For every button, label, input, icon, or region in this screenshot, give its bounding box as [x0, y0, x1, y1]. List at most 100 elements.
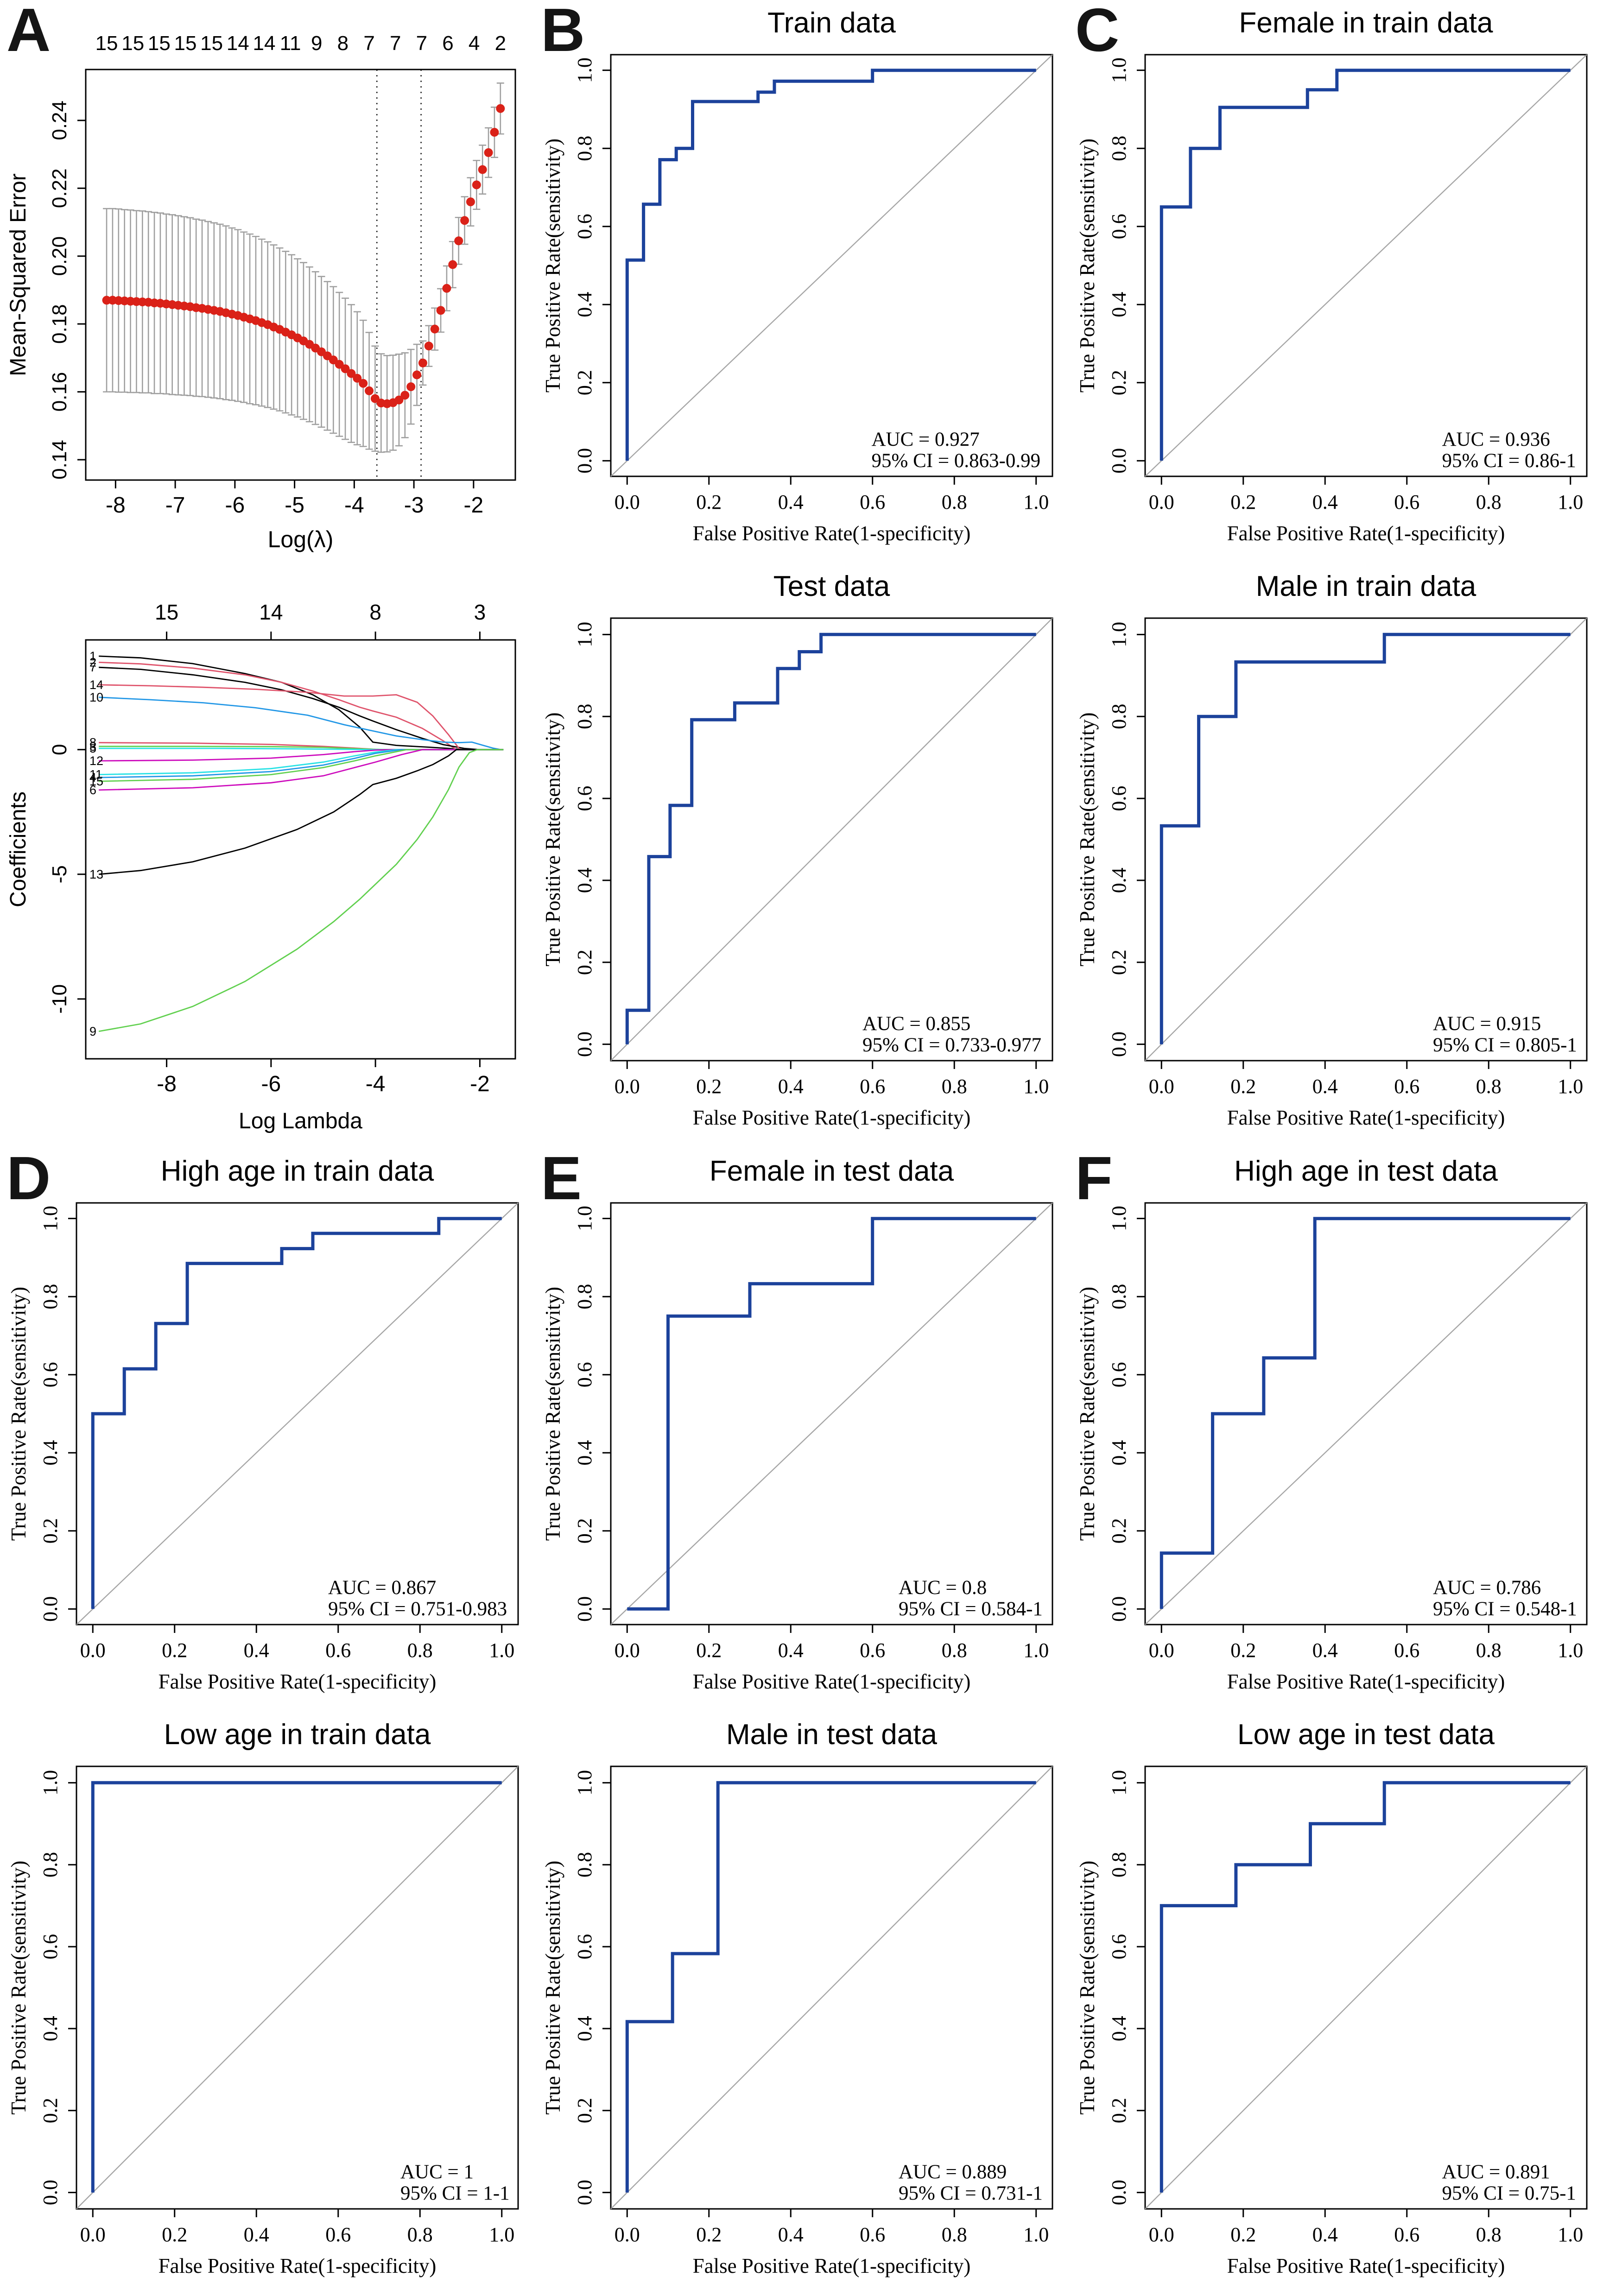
- panel-f-chart-roc-high-age-test: 0.0 0.2 0.4 0.6 0.8 1.0 0.0 0.2 0.4 0.6 0.8 1.0 High…: [1069, 1148, 1603, 1712]
- panel-letter-c: C: [1075, 0, 1120, 64]
- svg-text:Test data: Test data: [773, 570, 890, 602]
- svg-text:11: 11: [280, 32, 301, 55]
- panel-c-chart-roc-male-train: 0.0 0.2 0.4 0.6 0.8 1.0 0.0 0.2 0.4 0.6 0.8 1.0 Male…: [1069, 563, 1603, 1148]
- svg-text:4: 4: [89, 771, 96, 784]
- svg-text:1.0: 1.0: [1558, 2223, 1583, 2246]
- svg-text:0.0: 0.0: [39, 1596, 62, 1622]
- svg-text:1.0: 1.0: [39, 1770, 62, 1796]
- svg-text:0.4: 0.4: [778, 491, 804, 513]
- panel-e-chart-roc-female-test: 0.0 0.2 0.4 0.6 0.8 1.0 0.0 0.2 0.4 0.6 0.8 1.0 Fema…: [534, 1148, 1069, 1712]
- svg-text:95% CI = 1-1: 95% CI = 1-1: [400, 2182, 510, 2204]
- svg-text:-6: -6: [225, 493, 245, 518]
- svg-text:0.8: 0.8: [1108, 704, 1130, 729]
- svg-text:0.4: 0.4: [778, 1075, 804, 1098]
- roc-chart-male-in-train-data: 0.0 0.2 0.4 0.6 0.8 1.0 0.0 0.2 0.4 0.6 0.8 1.0 Male…: [1076, 570, 1588, 1129]
- svg-text:0.0: 0.0: [573, 2180, 596, 2205]
- svg-text:15: 15: [174, 32, 197, 55]
- svg-text:0.6: 0.6: [39, 1362, 62, 1387]
- svg-text:15: 15: [89, 774, 103, 788]
- svg-text:-4: -4: [344, 493, 364, 518]
- svg-text:1.0: 1.0: [1023, 1639, 1049, 1662]
- panel-b-chart-roc-test: 0.0 0.2 0.4 0.6 0.8 1.0 0.0 0.2 0.4 0.6 0.8 1.0 Test…: [534, 563, 1069, 1148]
- svg-text:0.4: 0.4: [573, 1440, 596, 1466]
- svg-text:True Positive Rate(sensitivity: True Positive Rate(sensitivity): [541, 1287, 564, 1541]
- panel-c: C 0.0 0.2 0.4 0.6 0.8 1.0 0.0 0.2 0.4 0.6 0.8 1.0 Fe…: [1069, 0, 1603, 1148]
- svg-text:-5: -5: [48, 865, 71, 883]
- svg-text:False Positive Rate(1-specific: False Positive Rate(1-specificity): [1227, 1106, 1505, 1129]
- svg-text:1.0: 1.0: [573, 57, 596, 83]
- svg-text:4: 4: [469, 32, 480, 55]
- svg-text:5: 5: [89, 741, 96, 755]
- svg-text:0.8: 0.8: [573, 1284, 596, 1309]
- svg-text:-4: -4: [366, 1072, 386, 1096]
- svg-text:0.8: 0.8: [39, 1852, 62, 1878]
- svg-text:0.4: 0.4: [573, 292, 596, 317]
- panel-letter-d: D: [6, 1144, 51, 1212]
- svg-text:0.2: 0.2: [696, 491, 722, 513]
- svg-text:False Positive Rate(1-specific: False Positive Rate(1-specificity): [693, 2254, 971, 2277]
- svg-text:95% CI = 0.75-1: 95% CI = 0.75-1: [1442, 2182, 1576, 2204]
- svg-text:7: 7: [89, 660, 96, 674]
- svg-text:0.0: 0.0: [1149, 1639, 1174, 1662]
- panel-b-chart-roc-train: 0.0 0.2 0.4 0.6 0.8 1.0 0.0 0.2 0.4 0.6 0.8 1.0 Trai…: [534, 0, 1069, 563]
- svg-text:0.0: 0.0: [1108, 1031, 1130, 1057]
- svg-text:0.4: 0.4: [1312, 491, 1338, 513]
- svg-text:12: 12: [89, 754, 103, 768]
- svg-text:False Positive Rate(1-specific: False Positive Rate(1-specificity): [693, 1106, 971, 1129]
- svg-text:0.4: 0.4: [1312, 2223, 1338, 2246]
- svg-text:0.2: 0.2: [162, 1639, 187, 1662]
- svg-text:0.22: 0.22: [48, 168, 71, 208]
- svg-text:0.0: 0.0: [80, 2223, 106, 2246]
- svg-text:0.4: 0.4: [1108, 867, 1130, 893]
- svg-text:-8: -8: [106, 493, 126, 518]
- svg-text:0.0: 0.0: [1108, 2180, 1130, 2205]
- svg-text:0.0: 0.0: [1108, 448, 1130, 474]
- svg-text:0.0: 0.0: [615, 1639, 640, 1662]
- svg-text:1.0: 1.0: [1558, 1075, 1583, 1098]
- svg-text:0.0: 0.0: [1149, 1075, 1174, 1098]
- svg-text:0.6: 0.6: [1394, 491, 1419, 513]
- svg-text:0.2: 0.2: [573, 949, 596, 975]
- svg-text:1.0: 1.0: [489, 2223, 514, 2246]
- svg-text:7: 7: [390, 32, 401, 55]
- svg-text:High age in train data: High age in train data: [161, 1155, 434, 1187]
- svg-text:95% CI = 0.733-0.977: 95% CI = 0.733-0.977: [862, 1034, 1041, 1056]
- svg-text:11: 11: [89, 768, 102, 782]
- svg-text:0.4: 0.4: [244, 1639, 269, 1662]
- svg-text:0.4: 0.4: [1108, 292, 1130, 317]
- svg-text:3: 3: [474, 600, 486, 624]
- svg-text:0.6: 0.6: [573, 1934, 596, 1960]
- svg-text:95% CI = 0.584-1: 95% CI = 0.584-1: [899, 1598, 1043, 1620]
- svg-text:15: 15: [95, 32, 118, 55]
- svg-text:0.6: 0.6: [1108, 214, 1130, 239]
- svg-text:1.0: 1.0: [1108, 1206, 1130, 1231]
- svg-text:0.8: 0.8: [573, 1852, 596, 1878]
- roc-chart-train-data: 0.0 0.2 0.4 0.6 0.8 1.0 0.0 0.2 0.4 0.6 0.8 1.0 Trai…: [541, 7, 1053, 545]
- svg-text:0.2: 0.2: [1108, 949, 1130, 975]
- panel-a-chart-cv-mse: -8 -7 -6 -5 -4 -3 -2 0.14 0.16 0.18 0.20 0.22 0.24 Lo…: [0, 0, 534, 563]
- svg-text:0.8: 0.8: [1108, 136, 1130, 161]
- svg-text:0.24: 0.24: [48, 101, 71, 140]
- svg-text:1.0: 1.0: [1108, 622, 1130, 647]
- svg-text:8: 8: [337, 32, 348, 55]
- svg-text:15: 15: [121, 32, 144, 55]
- svg-text:0.2: 0.2: [1108, 370, 1130, 395]
- svg-text:14: 14: [259, 600, 283, 624]
- svg-text:0.6: 0.6: [1394, 1075, 1419, 1098]
- svg-text:-6: -6: [261, 1072, 281, 1096]
- panel-d-chart-roc-low-age-train: 0.0 0.2 0.4 0.6 0.8 1.0 0.0 0.2 0.4 0.6 0.8 1.0 Low …: [0, 1712, 534, 2296]
- svg-text:0.2: 0.2: [1230, 2223, 1256, 2246]
- svg-text:1.0: 1.0: [489, 1639, 514, 1662]
- svg-text:0.20: 0.20: [48, 236, 71, 276]
- svg-text:0.2: 0.2: [573, 370, 596, 395]
- svg-text:0.4: 0.4: [1312, 1639, 1338, 1662]
- panel-c-chart-roc-female-train: 0.0 0.2 0.4 0.6 0.8 1.0 0.0 0.2 0.4 0.6 0.8 1.0 Fema…: [1069, 0, 1603, 563]
- svg-text:0.4: 0.4: [39, 2016, 62, 2041]
- svg-text:False Positive Rate(1-specific: False Positive Rate(1-specificity): [1227, 522, 1505, 545]
- svg-text:0.8: 0.8: [1108, 1284, 1130, 1309]
- svg-text:0.8: 0.8: [573, 704, 596, 729]
- svg-text:9: 9: [311, 32, 322, 55]
- svg-text:True Positive Rate(sensitivity: True Positive Rate(sensitivity): [541, 1860, 564, 2114]
- svg-text:7: 7: [363, 32, 374, 55]
